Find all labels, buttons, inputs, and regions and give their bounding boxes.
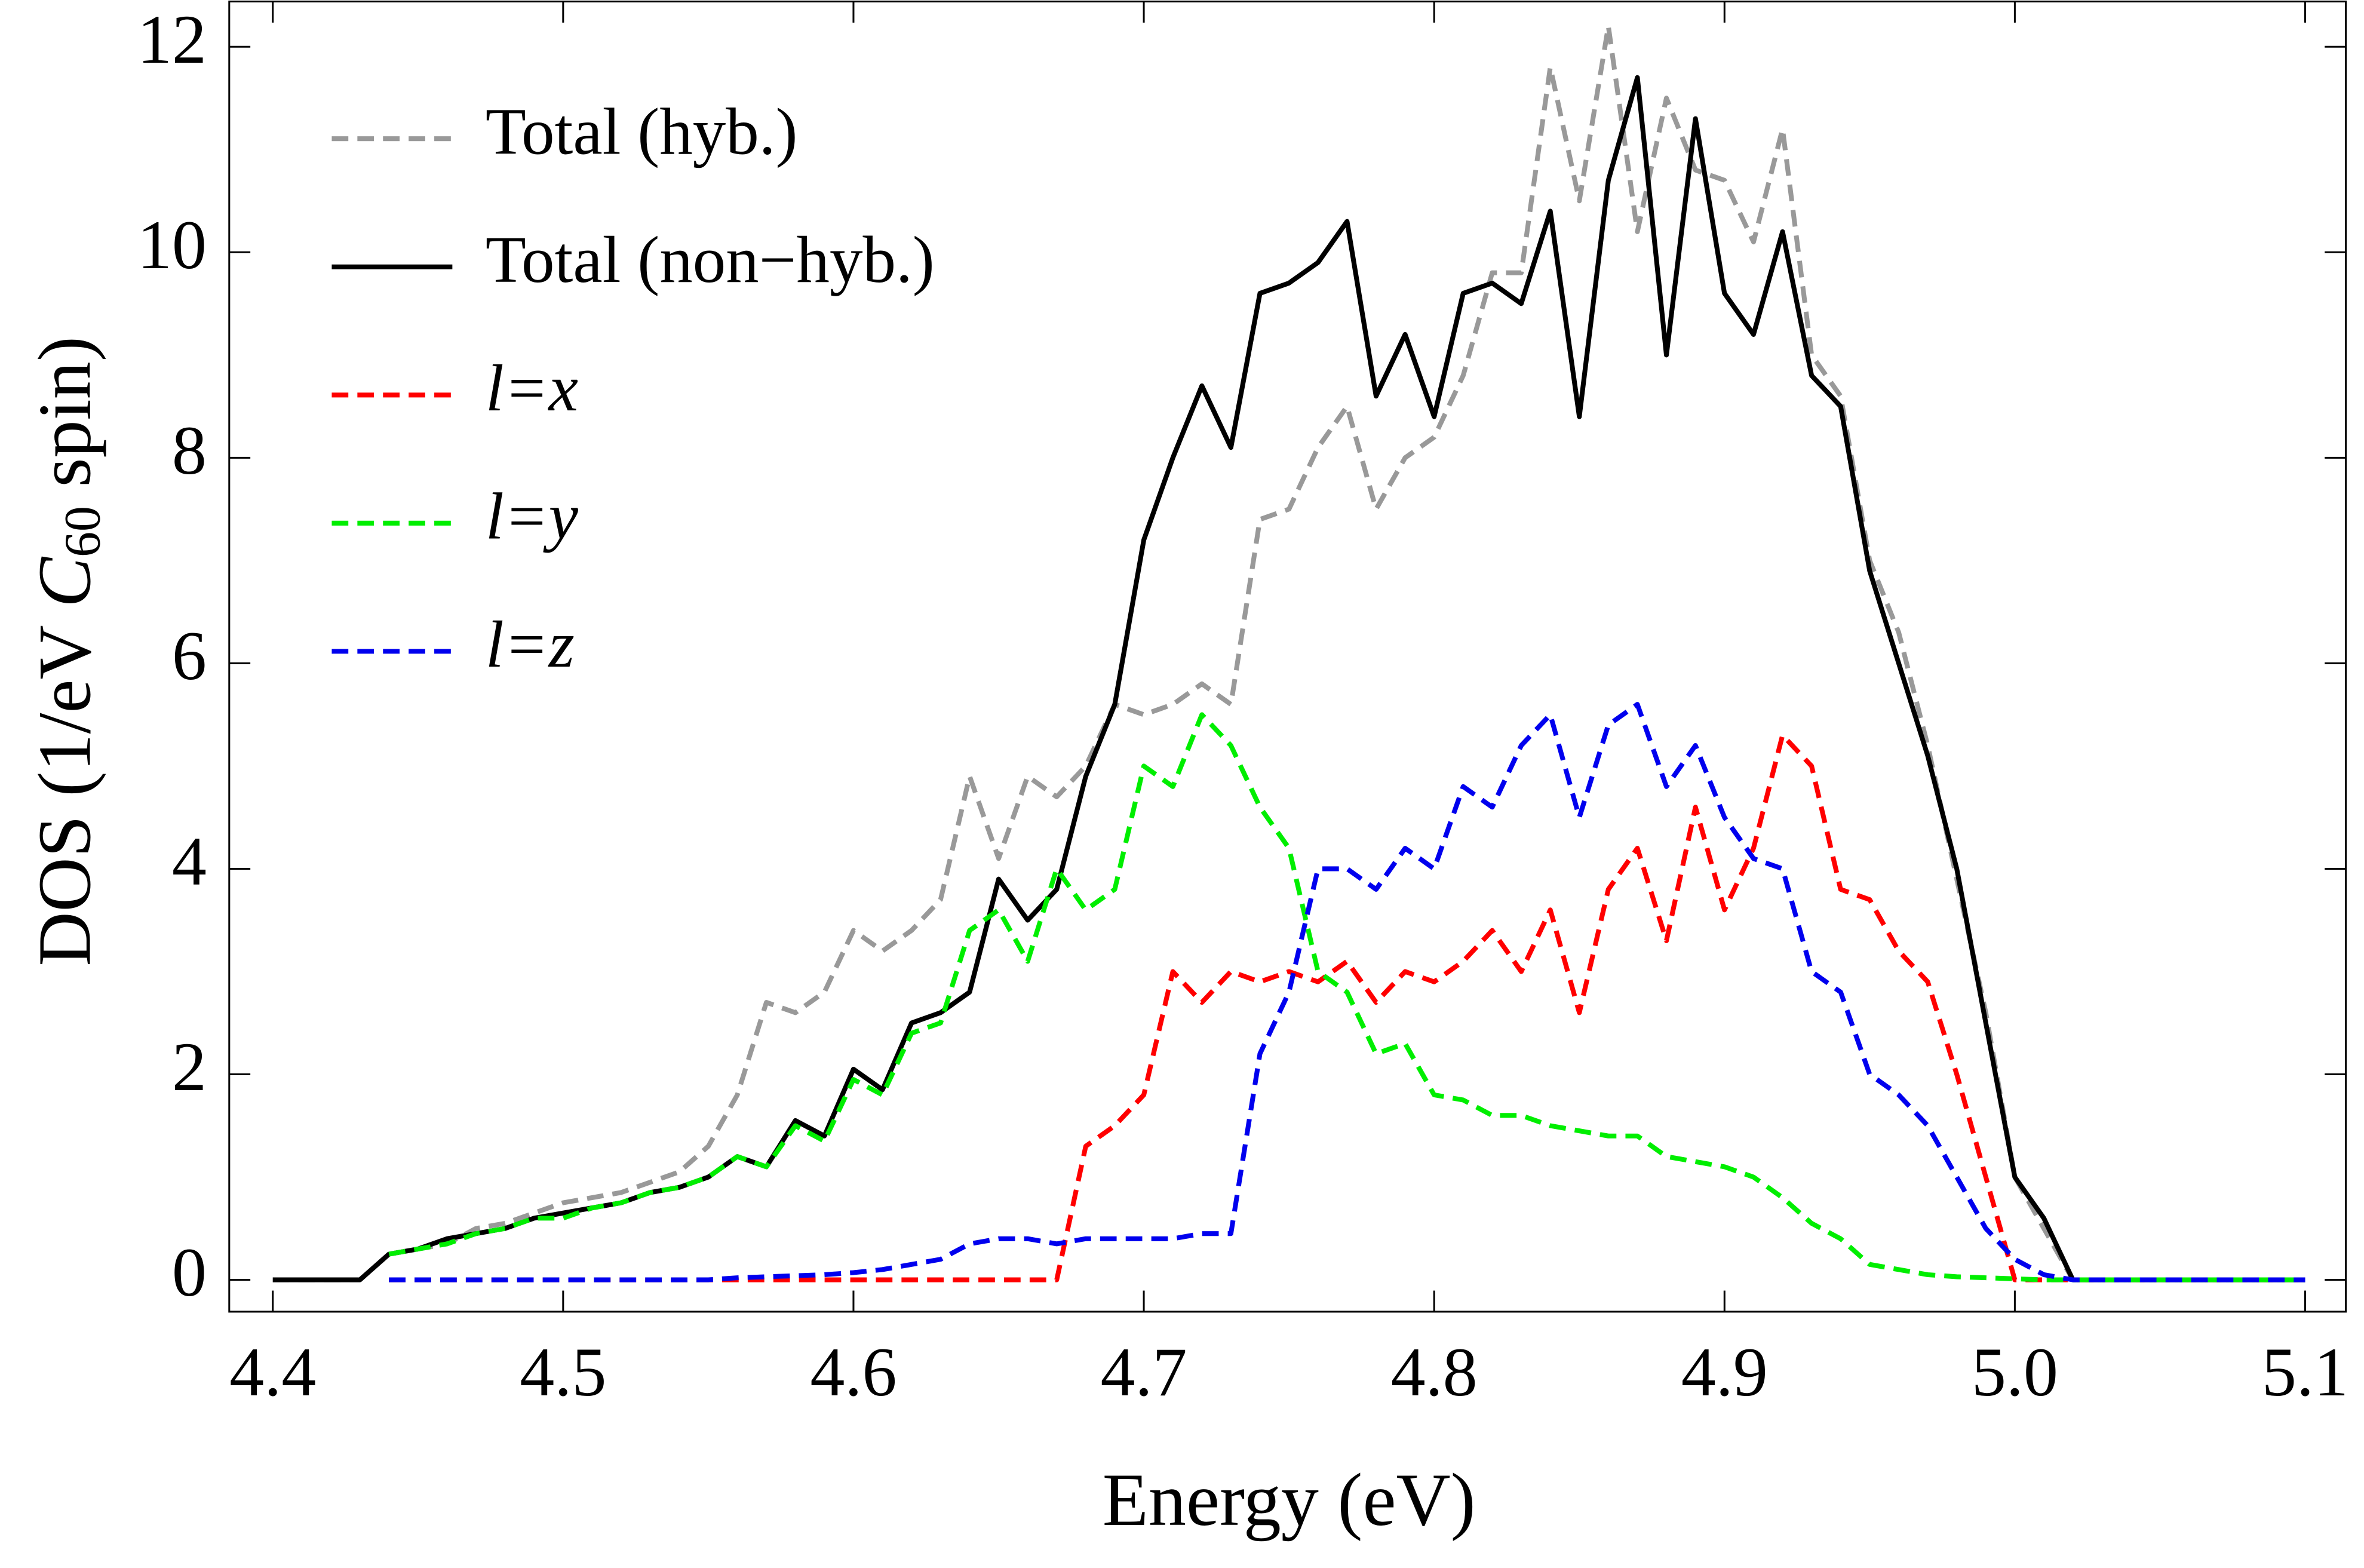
y-axis-label: DOS (1/eV C60 spin) [23,336,110,966]
legend-label: l=y [486,480,579,553]
legend-label: l=z [486,608,575,682]
x-axis-label: Energy (eV) [1103,1459,1476,1542]
x-tick-label: 4.8 [1391,1334,1478,1411]
y-tick-label: 10 [137,207,207,284]
y-tick-label: 0 [172,1235,207,1311]
x-tick-label: 4.5 [520,1334,606,1411]
series-line [389,732,2305,1282]
y-tick-label: 8 [172,413,207,489]
legend-label: Total (non−hyb.) [486,223,935,297]
y-tick-label: 4 [172,824,207,900]
plot-frame [228,1,2347,1313]
y-label-part: spin) [23,336,106,506]
legend-label: l=x [486,352,578,425]
x-tick-label: 4.7 [1100,1334,1187,1411]
x-tick-label: 4.6 [810,1334,897,1411]
y-tick-label: 6 [172,618,207,695]
series-line [388,712,2305,1282]
series-line [272,75,2305,1282]
x-tick-label: 5.0 [1972,1334,2058,1411]
x-tick-label: 4.4 [229,1334,316,1411]
y-label-sub: 60 [54,506,110,557]
legend-label: Total (hyb.) [486,96,798,169]
series-line [272,23,2305,1282]
series-line [389,702,2305,1282]
y-tick-label: 2 [172,1029,207,1106]
x-tick-label: 4.9 [1681,1334,1768,1411]
y-label-part: C [23,556,106,607]
y-label-part: DOS (1/eV [23,607,106,966]
y-tick-label: 12 [137,2,207,78]
x-tick-label: 5.1 [2262,1334,2348,1411]
